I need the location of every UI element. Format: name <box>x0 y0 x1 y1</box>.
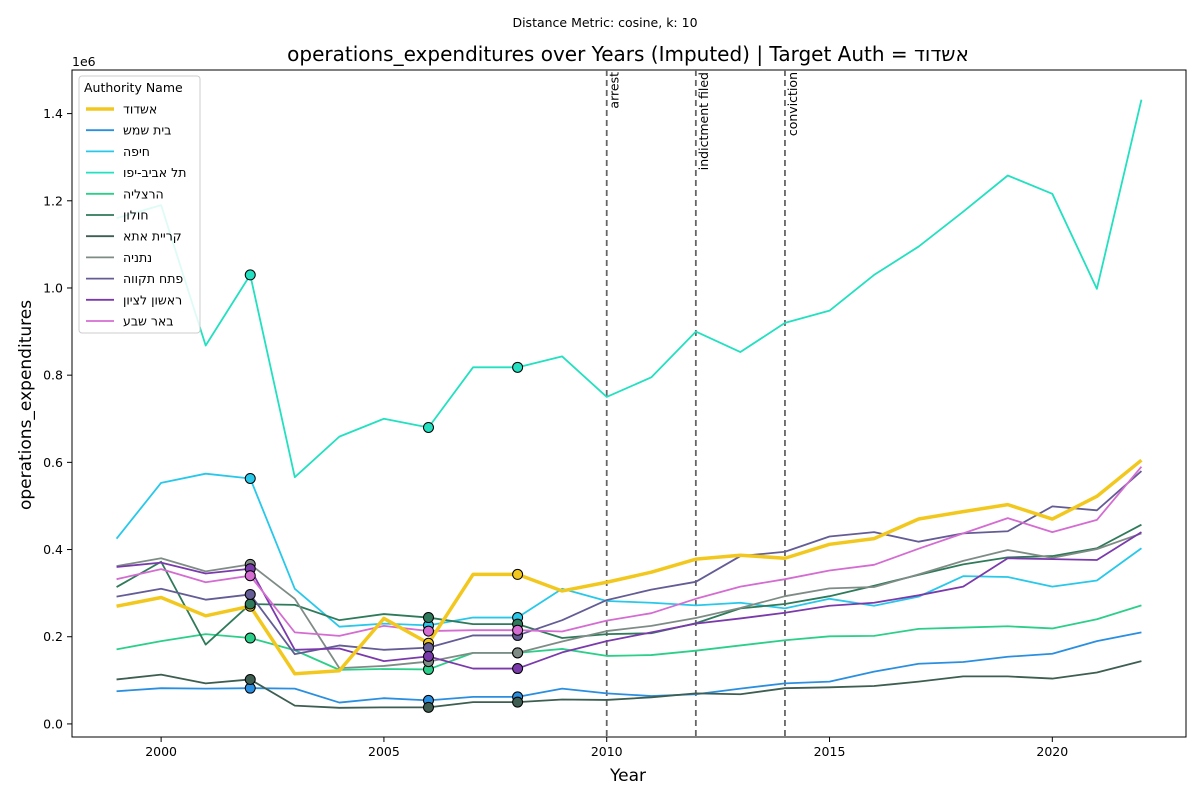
series-line <box>116 660 1142 709</box>
plot-area: 2000 2005 2010 2015 2020 0.0 0.2 0.4 0.6 0.8 1.0 1.… <box>43 69 1187 759</box>
event-label: conviction <box>785 72 800 136</box>
event-label: arrest <box>607 72 622 109</box>
y-axis-label: operations_expenditures <box>16 300 36 510</box>
series-line <box>116 99 1143 479</box>
y-tick-label: 0.8 <box>43 368 63 383</box>
series-line <box>116 531 1142 670</box>
y-tick-label: 0.0 <box>43 716 63 731</box>
series-line <box>115 472 1142 628</box>
imputed-point <box>244 588 256 600</box>
y-tick-label: 1.4 <box>43 106 63 121</box>
legend-label: באר שבע <box>123 314 174 329</box>
imputed-point <box>244 472 256 484</box>
series-line <box>116 458 1143 676</box>
event-label: indictment filed <box>696 72 711 170</box>
x-tick-label: 2005 <box>368 744 400 759</box>
imputed-point <box>512 624 524 636</box>
imputed-point <box>512 568 524 580</box>
x-tick-label: 2015 <box>814 744 846 759</box>
imputed-point <box>512 663 524 675</box>
y-tick-label: 0.4 <box>43 542 63 557</box>
series-line <box>116 523 1142 646</box>
imputed-point <box>422 625 434 637</box>
series-line <box>116 604 1142 671</box>
imputed-point <box>512 647 524 659</box>
legend-label: הרצליה <box>123 186 164 201</box>
x-tick-label: 2010 <box>591 744 623 759</box>
legend-label: אשדוד <box>123 102 157 117</box>
x-axis-label: Year <box>609 766 646 786</box>
imputed-point <box>244 570 256 582</box>
y-tick-label: 0.2 <box>43 629 63 644</box>
chart-title: operations_expenditures over Years (Impu… <box>287 42 969 66</box>
imputed-point <box>244 673 256 685</box>
x-tick-label: 2000 <box>145 744 177 759</box>
series-line <box>116 532 1142 670</box>
legend-label: חיפה <box>123 144 150 159</box>
legend-label: נתניה <box>123 250 152 265</box>
series-line <box>116 470 1143 656</box>
imputed-point <box>512 361 524 373</box>
legend-label: תל אביב-יפו <box>123 165 186 180</box>
legend-label: ראשון לציון <box>123 292 182 307</box>
imputed-point <box>244 269 256 281</box>
x-tick-label: 2020 <box>1036 744 1068 759</box>
y-offset-label: 1e6 <box>72 54 96 69</box>
imputed-point <box>512 696 524 708</box>
legend-title: Authority Name <box>84 80 183 95</box>
legend-label: קריית אתא <box>123 229 182 244</box>
imputed-point <box>422 421 434 433</box>
legend-label: בית שמש <box>123 123 171 138</box>
legend-label: חולון <box>123 208 149 223</box>
series-line <box>116 466 1143 637</box>
series-line <box>116 631 1142 704</box>
axes-frame <box>71 69 1187 738</box>
imputed-point <box>244 632 256 644</box>
legend-frame <box>78 75 201 334</box>
legend: Authority Name אשדוד בית שמש חיפה תל אביב-יפ… <box>78 75 201 334</box>
imputed-point <box>422 701 434 713</box>
legend-label: פתח תקווה <box>123 271 183 286</box>
chart-suptitle: Distance Metric: cosine, k: 10 <box>512 15 697 30</box>
y-tick-label: 0.6 <box>43 455 63 470</box>
y-tick-label: 1.2 <box>43 193 63 208</box>
imputed-point <box>244 598 256 610</box>
y-tick-label: 1.0 <box>43 280 63 295</box>
imputed-point <box>422 612 434 624</box>
imputed-point <box>422 650 434 662</box>
